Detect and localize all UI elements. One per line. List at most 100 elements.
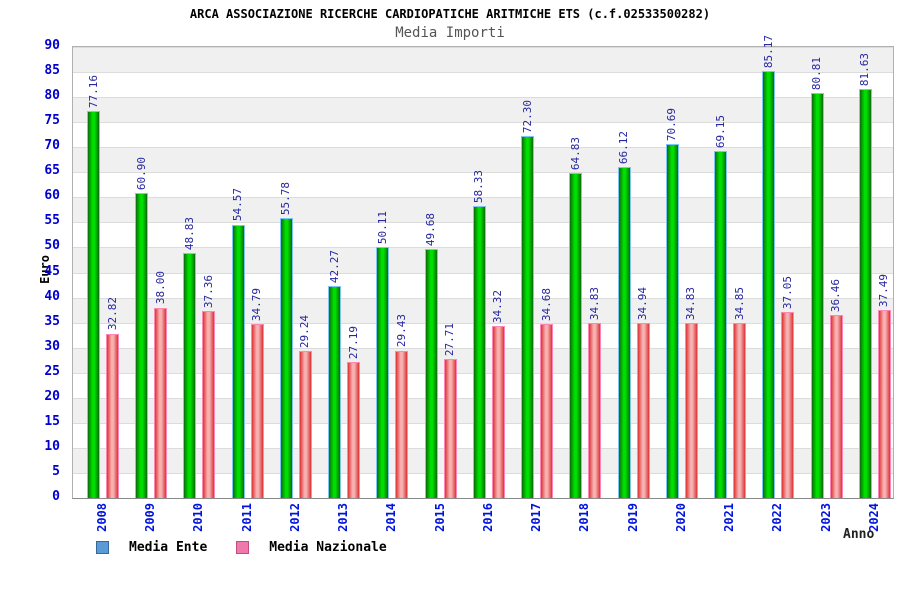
bar-media-ente — [328, 286, 342, 498]
bar-media-ente — [231, 224, 245, 498]
legend-label: Media Ente — [129, 540, 208, 555]
y-tick-label: 0 — [52, 489, 60, 504]
bar-media-nazionale — [540, 324, 554, 498]
bar-value-label: 34.79 — [250, 287, 264, 321]
bar-media-nazionale — [202, 310, 216, 498]
bar-value-label: 38.00 — [153, 271, 167, 305]
bar-media-nazionale — [154, 307, 168, 498]
y-tick-label: 10 — [44, 438, 60, 454]
y-tick-label: 75 — [44, 113, 60, 129]
x-tick-label: 2015 — [432, 503, 447, 532]
media-ente-swatch-icon — [96, 541, 109, 554]
x-tick-label: 2014 — [384, 503, 399, 532]
x-tick-label: 2018 — [577, 503, 592, 532]
bar-value-label: 72.30 — [520, 99, 534, 133]
bar-value-label: 64.83 — [568, 137, 582, 171]
bar-value-label: 27.71 — [443, 323, 457, 357]
grid-band — [73, 172, 893, 198]
y-tick-label: 40 — [44, 288, 60, 304]
y-tick-label: 50 — [44, 238, 60, 254]
bar-media-nazionale — [491, 326, 505, 498]
bar-value-label: 85.17 — [761, 35, 775, 69]
bar-media-ente — [762, 71, 776, 498]
chart-subtitle: Media Importi — [395, 25, 505, 41]
bar-media-ente — [87, 111, 100, 498]
bar-value-label: 34.85 — [732, 287, 746, 321]
bar-value-label: 34.32 — [491, 289, 505, 324]
bar-media-nazionale — [684, 323, 698, 498]
bar-value-label: 34.83 — [587, 287, 601, 321]
y-tick-label: 45 — [44, 263, 60, 279]
y-tick-label: 80 — [44, 88, 60, 104]
bar-media-nazionale — [395, 350, 409, 498]
y-tick-label: 15 — [44, 413, 60, 429]
legend-item-media-ente: Media Ente — [96, 540, 207, 555]
grid-band — [73, 47, 893, 73]
x-tick-label: 2023 — [818, 503, 833, 532]
legend-item-media-nazionale: Media Nazionale — [236, 540, 387, 555]
bar-media-ente — [714, 151, 728, 498]
bar-media-ente — [376, 246, 390, 498]
y-tick-label: 25 — [44, 363, 60, 379]
x-tick-label: 2016 — [480, 503, 495, 532]
bar-media-ente — [521, 135, 535, 498]
x-tick-label: 2020 — [673, 503, 688, 532]
bar-value-label: 29.24 — [298, 315, 312, 349]
bar-value-label: 77.16 — [86, 75, 100, 109]
bar-media-ente — [858, 88, 872, 498]
bar-media-ente — [279, 218, 293, 498]
media-nazionale-swatch-icon — [236, 541, 250, 554]
bar-media-nazionale — [106, 333, 119, 498]
bar-value-label: 34.94 — [636, 286, 650, 320]
bar-media-nazionale — [781, 312, 795, 498]
y-tick-label: 65 — [44, 163, 60, 179]
bar-media-ente — [810, 93, 824, 498]
bar-media-ente — [424, 249, 438, 498]
bar-value-label: 36.46 — [829, 279, 843, 313]
x-tick-label: 2013 — [336, 503, 351, 532]
grid-band — [73, 122, 893, 148]
bar-media-ente — [183, 253, 197, 498]
plot-area: 77.16 32.82 60.90 38.00 48.83 37.36 54.57 34.79… — [72, 35, 894, 499]
bar-value-label: 34.83 — [684, 287, 698, 321]
bar-value-label: 48.83 — [182, 217, 196, 251]
bar-value-label: 29.43 — [394, 314, 408, 348]
bar-value-label: 34.68 — [539, 288, 553, 322]
bar-media-ente — [472, 205, 486, 498]
bar-media-ente — [569, 173, 583, 498]
y-tick-label: 85 — [44, 63, 60, 79]
x-tick-label: 2022 — [770, 503, 785, 532]
bar-value-label: 66.12 — [617, 130, 631, 164]
bar-value-label: 50.11 — [375, 210, 389, 244]
x-tick-label: 2010 — [191, 503, 206, 532]
bar-media-ente — [617, 166, 631, 498]
x-tick-label: 2012 — [287, 503, 302, 532]
y-tick-label: 35 — [44, 313, 60, 329]
y-tick-label: 90 — [44, 38, 60, 53]
y-tick-label: 70 — [44, 138, 60, 154]
y-tick-label: 20 — [44, 388, 60, 404]
bar-media-nazionale — [250, 323, 264, 498]
x-axis-title: Anno — [843, 527, 875, 542]
bar-value-label: 55.78 — [279, 182, 293, 216]
x-tick-label: 2009 — [143, 503, 158, 532]
bar-media-nazionale — [347, 361, 361, 498]
bar-media-ente — [665, 143, 679, 498]
bar-value-label: 42.27 — [327, 250, 341, 284]
x-tick-label: 2021 — [722, 503, 737, 532]
bar-media-nazionale — [636, 322, 650, 498]
bar-value-label: 69.15 — [713, 115, 727, 149]
bar-media-nazionale — [443, 359, 457, 498]
bar-media-nazionale — [588, 323, 602, 498]
y-tick-label: 5 — [52, 463, 60, 479]
bar-value-label: 80.81 — [810, 56, 824, 91]
bar-value-label: 60.90 — [134, 156, 148, 190]
x-tick-label: 2017 — [529, 503, 544, 532]
grid-band — [73, 72, 893, 98]
bar-value-label: 37.49 — [877, 274, 891, 308]
bar-value-label: 54.57 — [231, 188, 245, 222]
x-tick-label: 2008 — [95, 503, 109, 532]
x-tick-label: 2011 — [239, 503, 254, 532]
bar-value-label: 81.63 — [858, 52, 872, 86]
bar-value-label: 32.82 — [105, 297, 119, 331]
